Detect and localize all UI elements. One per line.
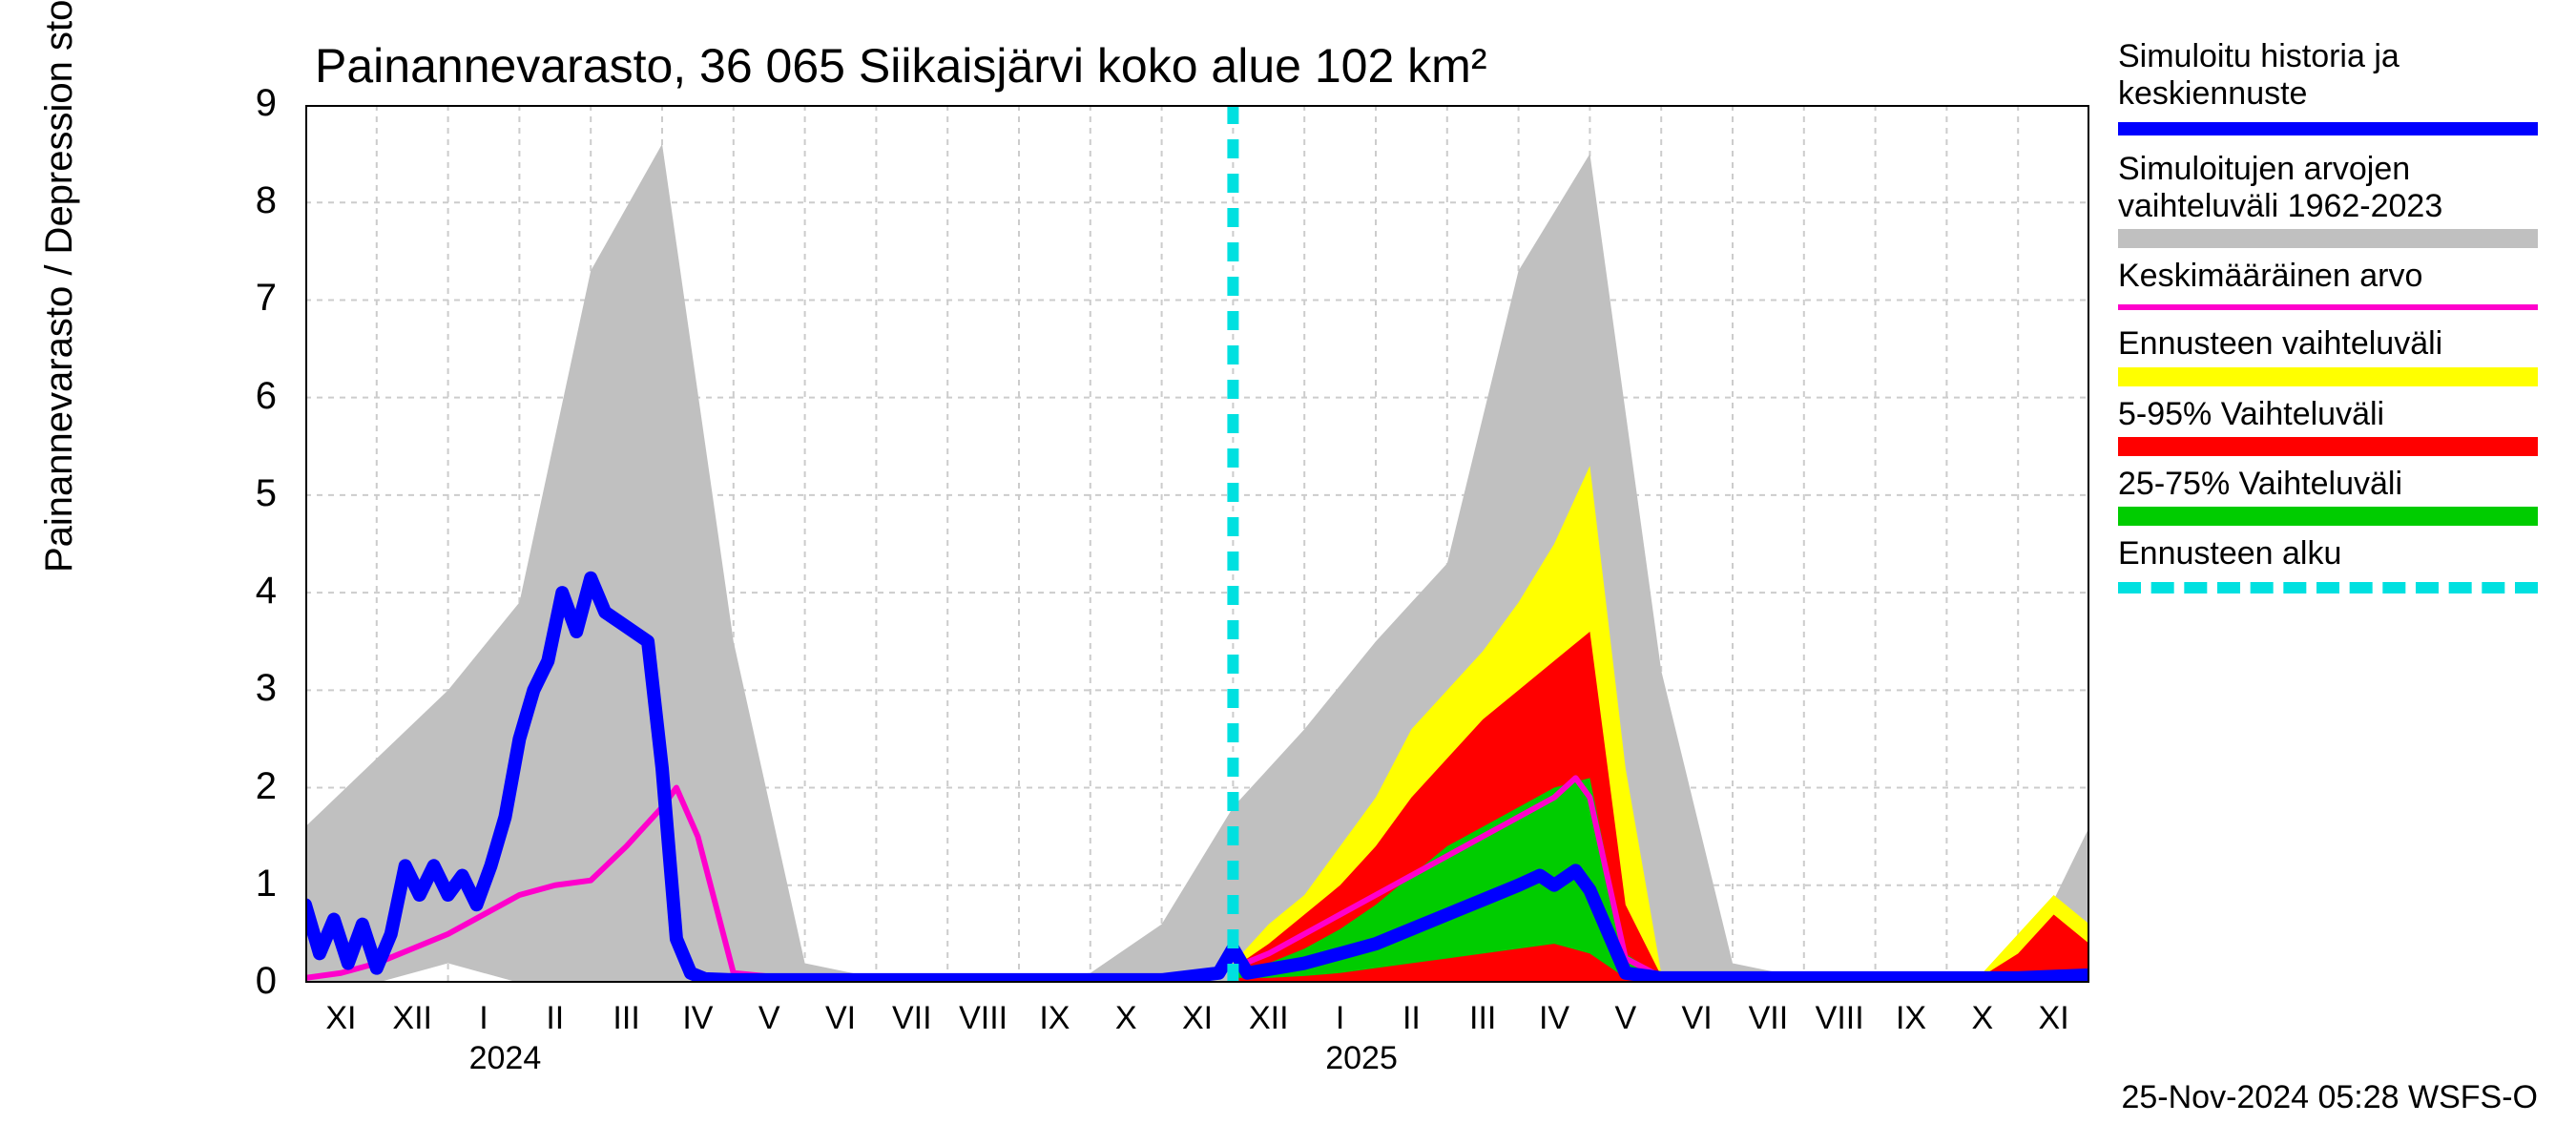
legend-item: Simuloitu historia ja keskiennuste: [2118, 38, 2538, 135]
chart-container: Painannevarasto, 36 065 Siikaisjärvi kok…: [0, 0, 2576, 1145]
legend-item: 25-75% Vaihteluväli: [2118, 466, 2538, 526]
legend-swatch: [2118, 507, 2538, 526]
x-tick-label: XII: [392, 1000, 432, 1037]
timestamp: 25-Nov-2024 05:28 WSFS-O: [2121, 1079, 2538, 1116]
legend-label: Ennusteen alku: [2118, 535, 2538, 572]
legend-item: Ennusteen vaihteluväli: [2118, 325, 2538, 385]
legend-item: Keskimääräinen arvo: [2118, 258, 2538, 310]
x-tick-label: I: [479, 1000, 488, 1037]
y-tick-label: 7: [0, 277, 277, 320]
legend-swatch: [2118, 582, 2538, 593]
legend-item: 5-95% Vaihteluväli: [2118, 396, 2538, 456]
x-tick-label: VI: [825, 1000, 856, 1037]
x-tick-label: VIII: [959, 1000, 1008, 1037]
plot-area: [305, 105, 2089, 983]
x-tick-label: VII: [892, 1000, 932, 1037]
x-tick-label: V: [758, 1000, 780, 1037]
y-tick-label: 5: [0, 472, 277, 515]
legend-label: Keskimääräinen arvo: [2118, 258, 2538, 295]
plot-svg: [305, 105, 2089, 983]
x-tick-label: II: [1402, 1000, 1421, 1037]
x-tick-label: III: [613, 1000, 639, 1037]
x-tick-label: XI: [1182, 1000, 1213, 1037]
y-tick-label: 3: [0, 667, 277, 710]
legend-swatch: [2118, 229, 2538, 248]
y-tick-label: 2: [0, 765, 277, 808]
x-tick-label: X: [1115, 1000, 1137, 1037]
x-tick-label: IX: [1896, 1000, 1926, 1037]
legend-item: Simuloitujen arvojen vaihteluväli 1962-2…: [2118, 151, 2538, 248]
x-tick-label: VIII: [1816, 1000, 1864, 1037]
legend-swatch: [2118, 367, 2538, 386]
y-tick-label: 6: [0, 375, 277, 418]
legend: Simuloitu historia ja keskiennuste Simulo…: [2118, 38, 2538, 609]
year-label: 2025: [1325, 1040, 1398, 1077]
y-tick-label: 9: [0, 82, 277, 125]
gray-band: [305, 144, 2089, 983]
y-tick-label: 4: [0, 570, 277, 613]
x-tick-label: III: [1469, 1000, 1496, 1037]
year-label: 2024: [469, 1040, 542, 1077]
x-tick-label: IV: [1539, 1000, 1569, 1037]
legend-swatch: [2118, 122, 2538, 135]
x-tick-label: XI: [2039, 1000, 2069, 1037]
page-title: Painannevarasto, 36 065 Siikaisjärvi kok…: [315, 38, 1486, 94]
x-tick-label: VII: [1749, 1000, 1789, 1037]
legend-label: Ennusteen vaihteluväli: [2118, 325, 2538, 363]
x-tick-label: V: [1614, 1000, 1636, 1037]
legend-label: 25-75% Vaihteluväli: [2118, 466, 2538, 503]
y-tick-label: 1: [0, 863, 277, 906]
legend-swatch: [2118, 304, 2538, 310]
x-tick-label: VI: [1682, 1000, 1713, 1037]
y-tick-label: 8: [0, 179, 277, 222]
x-tick-label: XI: [325, 1000, 356, 1037]
legend-label: Simuloitu historia ja keskiennuste: [2118, 38, 2538, 113]
legend-label: Simuloitujen arvojen vaihteluväli 1962-2…: [2118, 151, 2538, 225]
y-tick-label: 0: [0, 960, 277, 1003]
x-tick-label: XII: [1249, 1000, 1289, 1037]
x-tick-label: II: [546, 1000, 564, 1037]
legend-swatch: [2118, 437, 2538, 456]
legend-item: Ennusteen alku: [2118, 535, 2538, 593]
x-tick-label: X: [1971, 1000, 1993, 1037]
legend-label: 5-95% Vaihteluväli: [2118, 396, 2538, 433]
x-tick-label: IV: [682, 1000, 713, 1037]
x-tick-label: IX: [1039, 1000, 1070, 1037]
x-tick-label: I: [1336, 1000, 1344, 1037]
